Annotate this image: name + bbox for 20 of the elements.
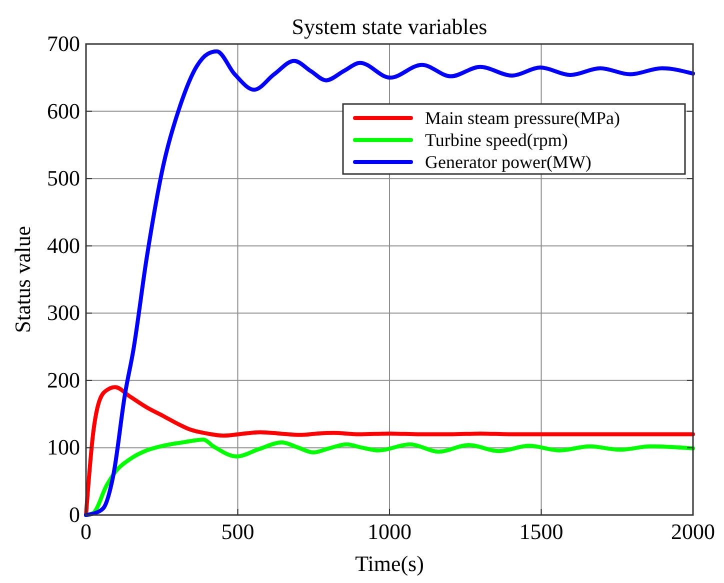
y-axis-title: Status value [10, 226, 35, 333]
line-series [84, 385, 695, 517]
y-tick-label: 100 [47, 434, 80, 460]
x-tick-label: 1500 [519, 519, 564, 544]
y-tick-label: 0 [69, 502, 80, 527]
legend-label: Turbine speed(rpm) [425, 130, 568, 150]
y-tick-label: 200 [47, 367, 80, 392]
legend-label: Main steam pressure(MPa) [425, 108, 620, 128]
y-tick-label: 600 [47, 98, 80, 124]
y-tick-label: 500 [47, 166, 80, 191]
x-tick-label: 500 [221, 519, 254, 544]
legend-label: Generator power(MW) [425, 152, 592, 172]
chart-title: System state variables [292, 14, 488, 39]
x-tick-label: 2000 [671, 519, 715, 544]
x-axis-title: Time(s) [355, 551, 424, 576]
y-tick-label: 300 [47, 300, 80, 326]
x-tick-label: 1000 [368, 519, 412, 544]
y-tick-label: 700 [47, 31, 80, 56]
line-series [84, 49, 695, 517]
y-tick-label: 400 [47, 232, 80, 258]
